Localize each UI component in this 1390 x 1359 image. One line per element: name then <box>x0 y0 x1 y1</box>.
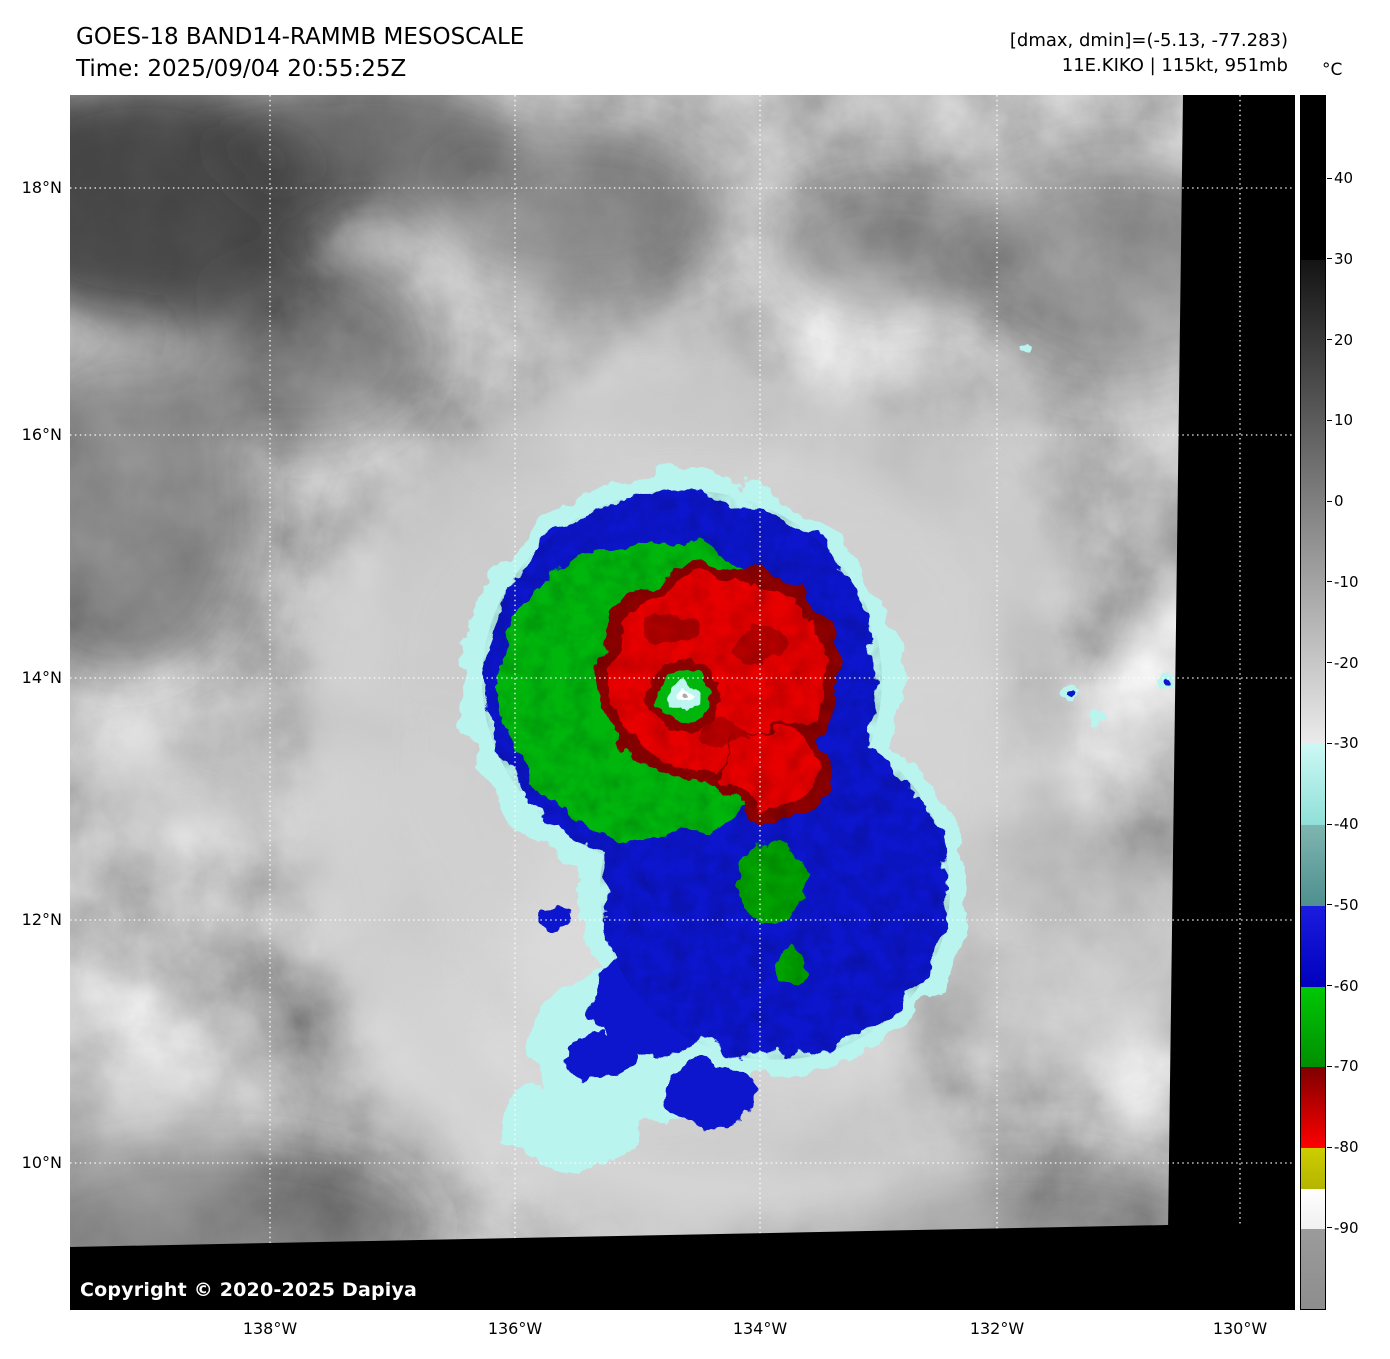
colorbar-segment <box>1301 744 1325 826</box>
lon-label: 136°W <box>487 1319 543 1338</box>
colorbar-tick-label: -60 <box>1334 976 1359 995</box>
timestamp: Time: 2025/09/04 20:55:25Z <box>76 56 407 82</box>
colorbar-segment <box>1301 96 1325 260</box>
colorbar-tick-label: -70 <box>1334 1057 1359 1076</box>
colorbar-tick <box>1327 823 1332 825</box>
latlon-gridlines <box>70 95 1295 1310</box>
lon-label: 132°W <box>969 1319 1025 1338</box>
storm-info: 11E.KIKO | 115kt, 951mb <box>1061 55 1288 76</box>
colorbar-tick <box>1327 742 1332 744</box>
lat-label: 18°N <box>21 178 62 197</box>
copyright-notice: Copyright © 2020-2025 Dapiya <box>80 1279 418 1301</box>
lat-label: 16°N <box>21 425 62 444</box>
lat-label: 12°N <box>21 910 62 929</box>
colorbar-tick-label: -10 <box>1334 572 1359 591</box>
colorbar-tick-label: -40 <box>1334 815 1359 834</box>
colorbar-tick-label: -80 <box>1334 1138 1359 1157</box>
colorbar-tick-label: 0 <box>1334 492 1344 511</box>
colorbar-segment <box>1301 905 1325 987</box>
colorbar-unit-label: °C <box>1322 60 1343 80</box>
colorbar-tick-label: -90 <box>1334 1218 1359 1237</box>
lon-label: 138°W <box>242 1319 298 1338</box>
colorbar-segment <box>1301 825 1325 906</box>
satellite-map: Copyright © 2020-2025 Dapiya <box>70 95 1295 1310</box>
colorbar-tick <box>1327 581 1332 583</box>
lat-label: 14°N <box>21 668 62 687</box>
colorbar-tick <box>1327 258 1332 260</box>
cold-cloud-speckles <box>517 341 1173 1142</box>
colorbar-tick <box>1327 1146 1332 1148</box>
storm-eye <box>648 660 720 732</box>
colorbar-segment <box>1301 1148 1325 1189</box>
lat-label: 10°N <box>21 1153 62 1172</box>
colorbar-tick-label: 20 <box>1334 330 1354 349</box>
colorbar-tick <box>1327 419 1332 421</box>
colorbar-tick <box>1327 662 1332 664</box>
page-title: GOES-18 BAND14-RAMMB MESOSCALE <box>76 24 525 50</box>
colorbar-segment <box>1301 986 1325 1068</box>
colorbar-tick <box>1327 904 1332 906</box>
colorbar-tick <box>1327 339 1332 341</box>
satellite-image <box>70 95 1295 1310</box>
colorbar-tick-label: -20 <box>1334 653 1359 672</box>
colorbar-tick <box>1327 985 1332 987</box>
dmax-dmin-readout: [dmax, dmin]=(-5.13, -77.283) <box>1009 30 1288 51</box>
colorbar-tick <box>1327 500 1332 502</box>
offscan-right <box>1167 95 1295 1310</box>
offscan-bottom <box>70 1223 1295 1310</box>
colorbar-tick <box>1327 1065 1332 1067</box>
lon-label: 130°W <box>1212 1319 1268 1338</box>
header-right: [dmax, dmin]=(-5.13, -77.283) 11E.KIKO |… <box>1010 28 1288 78</box>
colorbar-segment <box>1301 1228 1325 1309</box>
colorbar-segment <box>1301 1067 1325 1149</box>
colorbar-tick-label: 30 <box>1334 249 1354 268</box>
colorbar-tick-label: 10 <box>1334 411 1354 430</box>
colorbar-segment <box>1301 1188 1325 1229</box>
colorbar-tick-label: -50 <box>1334 895 1359 914</box>
lon-label: 134°W <box>732 1319 788 1338</box>
colorbar-segment <box>1301 259 1325 745</box>
colorbar <box>1300 95 1326 1310</box>
colorbar-tick <box>1327 1227 1332 1229</box>
colorbar-tick-label: 40 <box>1334 169 1354 187</box>
colorbar-tick <box>1327 177 1332 179</box>
colorbar-tick-label: -30 <box>1334 734 1359 753</box>
